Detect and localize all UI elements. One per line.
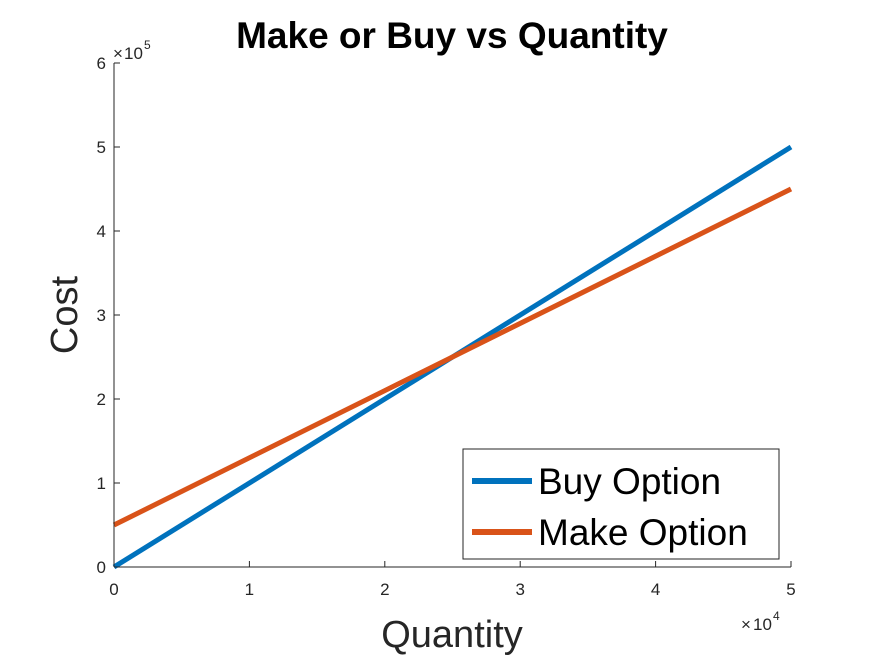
x-tick-label: 4 [651,580,660,599]
y-exponent-label: × 10 5 [113,38,151,63]
y-tick-label: 4 [97,222,106,241]
y-axis-label: Cost [44,275,86,354]
x-exponent-times: × [741,615,751,634]
y-exponent-times: × [113,44,123,63]
y-exponent-power: 5 [144,38,151,52]
x-exponent-base: 10 [753,615,772,634]
y-tick-label: 2 [97,390,106,409]
chart-title: Make or Buy vs Quantity [236,15,668,56]
legend-label-buy-option: Buy Option [538,461,721,502]
x-tick-label: 3 [515,580,524,599]
x-exponent-label: × 10 4 [741,609,780,634]
x-exponent-power: 4 [773,609,780,623]
legend: Buy Option Make Option [462,448,780,560]
series-line-make-option [112,186,793,528]
x-tick-label: 5 [786,580,795,599]
y-tick-label: 0 [97,558,106,577]
y-tick-label: 3 [97,306,106,325]
y-tick-group: 0 1 2 3 4 5 6 [97,54,120,577]
x-tick-label: 0 [109,580,118,599]
series-layer [112,144,793,570]
legend-box [462,448,780,560]
y-tick-label: 1 [97,474,106,493]
x-tick-label: 1 [245,580,254,599]
x-tick-group: 0 1 2 3 4 5 [109,561,796,599]
y-tick-label: 6 [97,54,106,73]
x-axis-label: Quantity [381,614,523,656]
y-exponent-base: 10 [124,44,143,63]
x-tick-label: 2 [380,580,389,599]
legend-label-make-option: Make Option [538,512,748,553]
y-tick-label: 5 [97,138,106,157]
